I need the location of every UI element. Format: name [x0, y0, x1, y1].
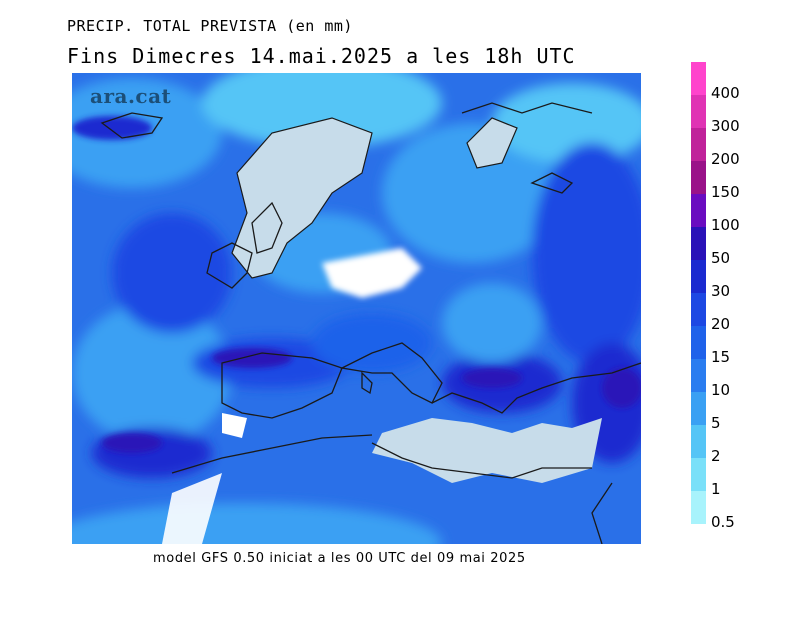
- precipitation-map: [72, 73, 641, 544]
- legend-label: 100: [711, 216, 740, 234]
- legend-label: 30: [711, 282, 731, 300]
- legend-label: 15: [711, 348, 731, 366]
- legend-swatch: [691, 128, 706, 161]
- map-canvas: [72, 73, 641, 544]
- legend-swatch: [691, 326, 706, 359]
- legend-label: 0.5: [711, 513, 735, 531]
- legend-swatch: [691, 227, 706, 260]
- legend-label: 300: [711, 117, 740, 135]
- chart-subtitle: Fins Dimecres 14.mai.2025 a les 18h UTC: [67, 44, 576, 68]
- legend-swatch: [691, 194, 706, 227]
- legend-label: 20: [711, 315, 731, 333]
- legend-swatch: [691, 392, 706, 425]
- legend-swatch: [691, 425, 706, 458]
- legend-label: 200: [711, 150, 740, 168]
- legend-swatch: [691, 62, 706, 95]
- legend-swatch: [691, 161, 706, 194]
- legend-label: 5: [711, 414, 721, 432]
- legend-swatch: [691, 458, 706, 491]
- legend-label: 50: [711, 249, 731, 267]
- legend-swatch: [691, 293, 706, 326]
- legend-swatch: [691, 359, 706, 392]
- legend-label: 2: [711, 447, 721, 465]
- chart-title: PRECIP. TOTAL PREVISTA (en mm): [67, 17, 353, 35]
- legend-label: 400: [711, 84, 740, 102]
- legend-label: 150: [711, 183, 740, 201]
- ara-cat-logo: ara.cat: [90, 84, 172, 108]
- legend-label: 10: [711, 381, 731, 399]
- model-info: model GFS 0.50 iniciat a les 00 UTC del …: [153, 551, 526, 566]
- legend-label: 1: [711, 480, 721, 498]
- legend-swatch: [691, 491, 706, 524]
- legend-swatch: [691, 95, 706, 128]
- legend-swatch: [691, 260, 706, 293]
